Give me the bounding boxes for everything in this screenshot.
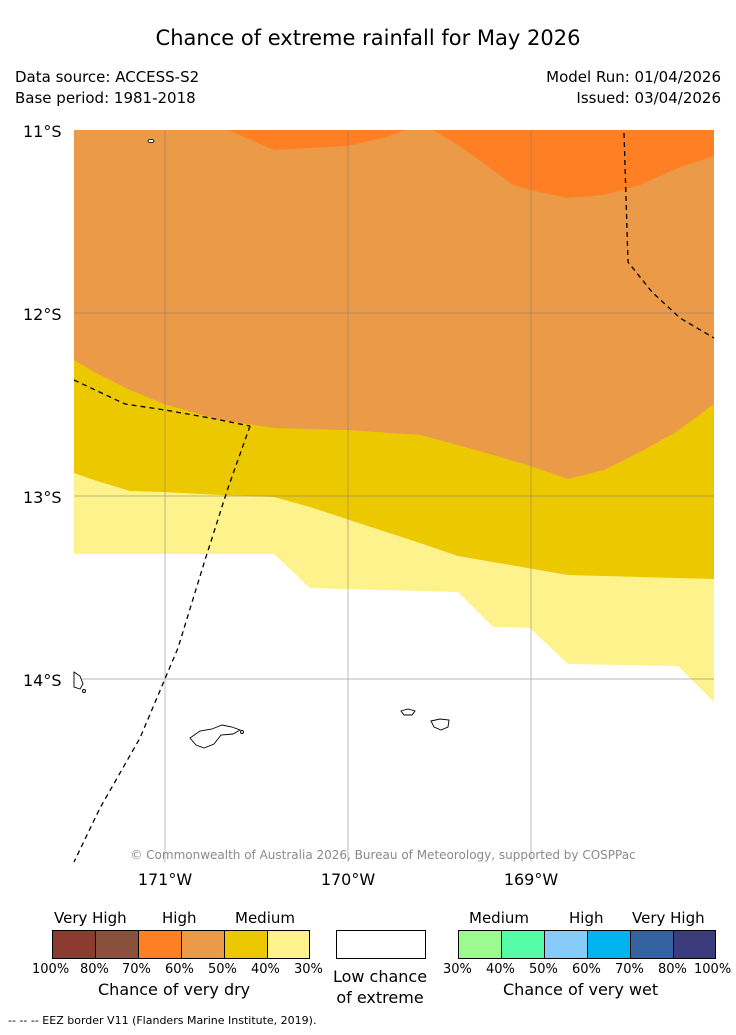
wet-tick-40: 40% [486, 962, 515, 977]
dry-swatch-50-60 [182, 931, 225, 958]
tutuila-island [189, 724, 242, 749]
ofu-olosega-island [400, 708, 416, 716]
dry-swatch-60-70 [139, 931, 182, 958]
low-chance-label: Low chance of extreme [322, 966, 438, 1008]
wet-caption: Chance of very wet [503, 980, 659, 999]
dry-tick-30: 30% [294, 962, 323, 977]
dry-caption: Chance of very dry [98, 980, 251, 999]
dry-cat-very-high: Very High [54, 909, 127, 927]
wet-swatch-50-60 [545, 931, 588, 958]
tau-island [430, 718, 450, 731]
wet-swatch-30-40 [459, 931, 502, 958]
wet-tick-70: 70% [615, 962, 644, 977]
rainfall-map: 11°S 12°S 13°S 14°S © Commonwealth of Au… [23, 122, 715, 889]
wet-swatch-80-100 [674, 931, 715, 958]
low-chance-line1: Low chance [332, 967, 428, 986]
data-source: Data source: ACCESS-S2 [15, 68, 200, 86]
wet-tick-60: 60% [572, 962, 601, 977]
wet-tick-100: 100% [694, 962, 732, 977]
dry-cat-medium: Medium [235, 909, 295, 927]
dry-tick-40: 40% [251, 962, 280, 977]
meta-left: Data source: ACCESS-S2 Base period: 1981… [15, 67, 199, 109]
gridlines [74, 130, 714, 862]
lat-label-14s: 14°S [23, 671, 62, 690]
eez-border [73, 132, 715, 863]
dry-swatch-40-50 [225, 931, 268, 958]
chart-title: Chance of extreme rainfall for May 2026 [155, 26, 581, 50]
wet-swatch-70-80 [631, 931, 674, 958]
dry-swatch-70-80 [96, 931, 139, 958]
eez-note: -- -- -- EEZ border V11 (Flanders Marine… [8, 1014, 317, 1027]
islands [73, 138, 450, 749]
wet-tick-30: 30% [443, 962, 472, 977]
wet-swatch-60-70 [588, 931, 631, 958]
lat-label-12s: 12°S [23, 305, 62, 324]
island-west [73, 671, 84, 690]
low-chance-line2: of extreme [336, 988, 424, 1007]
dry-tick-70: 70% [122, 962, 151, 977]
dry-colorbar [52, 930, 310, 959]
wet-cat-very-high: Very High [632, 909, 705, 927]
wet-colorbar [458, 930, 716, 959]
lat-label-13s: 13°S [23, 488, 62, 507]
lon-label-169w: 169°W [504, 870, 559, 889]
lon-label-170w: 170°W [321, 870, 376, 889]
lat-label-11s: 11°S [23, 122, 62, 141]
copyright-note: © Commonwealth of Australia 2026, Bureau… [130, 848, 635, 862]
region-dry-70-a [228, 130, 405, 150]
low-chance-swatch [336, 930, 426, 959]
dry-tick-100: 100% [32, 962, 70, 977]
region-dry-70-b [433, 130, 714, 198]
wet-tick-50: 50% [529, 962, 558, 977]
region-dry-60 [74, 130, 714, 479]
dry-tick-50: 50% [208, 962, 237, 977]
wet-tick-80: 80% [658, 962, 687, 977]
lon-label-171w: 171°W [138, 870, 193, 889]
wet-cat-medium: Medium [469, 909, 529, 927]
base-period: Base period: 1981-2018 [15, 89, 196, 107]
dry-tick-60: 60% [165, 962, 194, 977]
dry-tick-80: 80% [80, 962, 109, 977]
issued-date: Issued: 03/04/2026 [576, 89, 721, 107]
model-run: Model Run: 01/04/2026 [546, 68, 721, 86]
swains-island [147, 138, 155, 144]
meta-right: Model Run: 01/04/2026 Issued: 03/04/2026 [546, 67, 721, 109]
dry-swatch-30-40 [268, 931, 309, 958]
dry-cat-high: High [162, 909, 197, 927]
dry-swatch-80-100 [53, 931, 96, 958]
wet-cat-high: High [569, 909, 604, 927]
wet-swatch-40-50 [502, 931, 545, 958]
